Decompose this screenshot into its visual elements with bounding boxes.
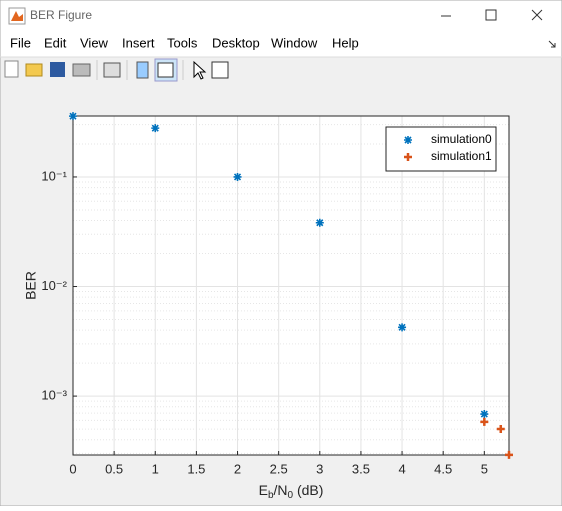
menu-item[interactable]: View (80, 35, 109, 50)
toolbar[interactable] (4, 58, 229, 82)
y-tick-label: 10⁻³ (41, 388, 67, 403)
x-axis-label-part: 0 (288, 490, 294, 501)
window-title: BER Figure (30, 8, 92, 22)
x-tick-label: 4 (398, 461, 405, 476)
legend-box (385, 126, 497, 172)
menu-bar: File Edit View Insert Tools Desktop Window Help (10, 35, 359, 50)
x-tick-label: 0 (69, 461, 76, 476)
y-tick-label: 10⁻¹ (41, 168, 67, 183)
legend-marker (404, 136, 412, 144)
x-axis-label-part: b (268, 490, 274, 501)
menu-item[interactable]: Window (271, 35, 318, 50)
x-tick-label: 1 (152, 461, 159, 476)
window-controls[interactable] (441, 9, 543, 21)
x-axis-label: Eb/N0 (dB) (259, 482, 324, 501)
menu-item[interactable]: Tools (167, 35, 198, 50)
x-axis-label-part: E (259, 482, 268, 498)
data-point (69, 112, 77, 121)
axes-box (72, 115, 510, 456)
data-point (151, 124, 160, 133)
x-axis-label-part: (dB) (293, 482, 323, 498)
x-tick-label: 4.5 (434, 461, 452, 476)
y-axis-label: BER (23, 271, 39, 300)
x-tick-label: 1.5 (187, 461, 205, 476)
x-tick-label: 0.5 (105, 461, 123, 476)
dock-arrow[interactable] (548, 40, 556, 48)
x-tick-label: 5 (481, 461, 488, 476)
x-axis-label-part: /N (274, 482, 288, 498)
x-tick-label: 2.5 (270, 461, 288, 476)
title-menu-bg (0, 0, 562, 57)
data-point (398, 323, 407, 332)
menu-item[interactable]: Insert (122, 35, 155, 50)
legend-label: simulation1 (431, 149, 492, 163)
x-tick-label: 3.5 (352, 461, 370, 476)
legend-label: simulation0 (431, 132, 492, 146)
x-tick-label: 3 (316, 461, 323, 476)
data-point (496, 424, 505, 433)
data-point (505, 450, 513, 459)
plot: 0 0.5 1 1.5 2 2.5 3 3.5 4 4.5 510⁻³10⁻²10⁻¹Eb/N0 (… (23, 112, 513, 501)
data-point (233, 172, 242, 181)
menu-item[interactable]: Help (332, 35, 359, 50)
x-tick-label: 2 (234, 461, 241, 476)
data-point (480, 417, 489, 426)
data-point (315, 218, 324, 227)
menu-item[interactable]: File (10, 35, 31, 50)
y-tick-label: 10⁻² (41, 278, 67, 293)
legend-marker (404, 153, 412, 161)
legend: simulation0 simulation1 (385, 126, 497, 172)
axes-background (73, 116, 509, 455)
data-point (480, 410, 489, 419)
menu-item[interactable]: Edit (44, 35, 67, 50)
menu-item[interactable]: Desktop (212, 35, 260, 50)
app-icon (8, 7, 26, 25)
